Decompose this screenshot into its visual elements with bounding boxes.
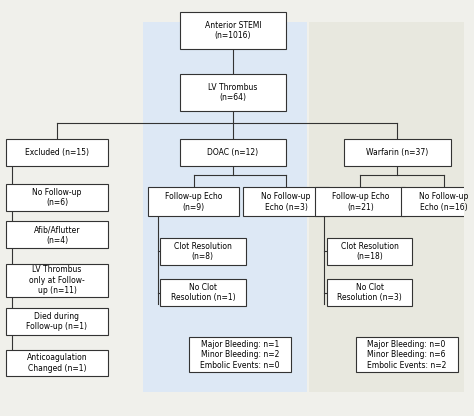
FancyBboxPatch shape bbox=[327, 279, 412, 306]
FancyBboxPatch shape bbox=[160, 279, 246, 306]
Text: DOAC (n=12): DOAC (n=12) bbox=[207, 148, 258, 157]
FancyBboxPatch shape bbox=[6, 308, 108, 335]
Text: Afib/Aflutter
(n=4): Afib/Aflutter (n=4) bbox=[34, 225, 80, 245]
FancyBboxPatch shape bbox=[180, 12, 286, 49]
FancyBboxPatch shape bbox=[180, 74, 286, 111]
Text: No Clot
Resolution (n=1): No Clot Resolution (n=1) bbox=[171, 283, 235, 302]
FancyBboxPatch shape bbox=[356, 337, 457, 372]
FancyBboxPatch shape bbox=[189, 337, 291, 372]
FancyBboxPatch shape bbox=[243, 187, 329, 216]
FancyBboxPatch shape bbox=[6, 139, 108, 166]
FancyBboxPatch shape bbox=[6, 221, 108, 248]
Text: Major Bleeding: n=1
Minor Bleeding: n=2
Embolic Events: n=0: Major Bleeding: n=1 Minor Bleeding: n=2 … bbox=[200, 340, 280, 369]
Bar bbox=[143, 22, 307, 392]
FancyBboxPatch shape bbox=[315, 187, 405, 216]
Text: Warfarin (n=37): Warfarin (n=37) bbox=[366, 148, 428, 157]
FancyBboxPatch shape bbox=[344, 139, 451, 166]
Text: Follow-up Echo
(n=9): Follow-up Echo (n=9) bbox=[165, 192, 222, 211]
Text: Follow-up Echo
(n=21): Follow-up Echo (n=21) bbox=[332, 192, 389, 211]
FancyBboxPatch shape bbox=[160, 238, 246, 265]
FancyBboxPatch shape bbox=[401, 187, 474, 216]
FancyBboxPatch shape bbox=[6, 184, 108, 211]
FancyBboxPatch shape bbox=[6, 349, 108, 376]
Text: Anticoagulation
Changed (n=1): Anticoagulation Changed (n=1) bbox=[27, 353, 87, 373]
Text: Excluded (n=15): Excluded (n=15) bbox=[25, 148, 89, 157]
Bar bbox=[310, 22, 465, 392]
Text: Died during
Follow-up (n=1): Died during Follow-up (n=1) bbox=[27, 312, 88, 331]
FancyBboxPatch shape bbox=[180, 139, 286, 166]
Text: Major Bleeding: n=0
Minor Bleeding: n=6
Embolic Events: n=2: Major Bleeding: n=0 Minor Bleeding: n=6 … bbox=[367, 340, 446, 369]
FancyBboxPatch shape bbox=[6, 264, 108, 297]
Text: LV Thrombus
(n=64): LV Thrombus (n=64) bbox=[208, 83, 257, 102]
Text: No Follow-up
Echo (n=16): No Follow-up Echo (n=16) bbox=[419, 192, 468, 211]
FancyBboxPatch shape bbox=[327, 238, 412, 265]
Text: No Follow-up
Echo (n=3): No Follow-up Echo (n=3) bbox=[262, 192, 311, 211]
Text: No Clot
Resolution (n=3): No Clot Resolution (n=3) bbox=[337, 283, 402, 302]
Text: Clot Resolution
(n=18): Clot Resolution (n=18) bbox=[341, 242, 399, 261]
Text: Anterior STEMI
(n=1016): Anterior STEMI (n=1016) bbox=[205, 21, 261, 40]
Text: No Follow-up
(n=6): No Follow-up (n=6) bbox=[32, 188, 82, 207]
Text: LV Thrombus
only at Follow-
up (n=11): LV Thrombus only at Follow- up (n=11) bbox=[29, 265, 85, 295]
FancyBboxPatch shape bbox=[148, 187, 239, 216]
Text: Clot Resolution
(n=8): Clot Resolution (n=8) bbox=[174, 242, 232, 261]
